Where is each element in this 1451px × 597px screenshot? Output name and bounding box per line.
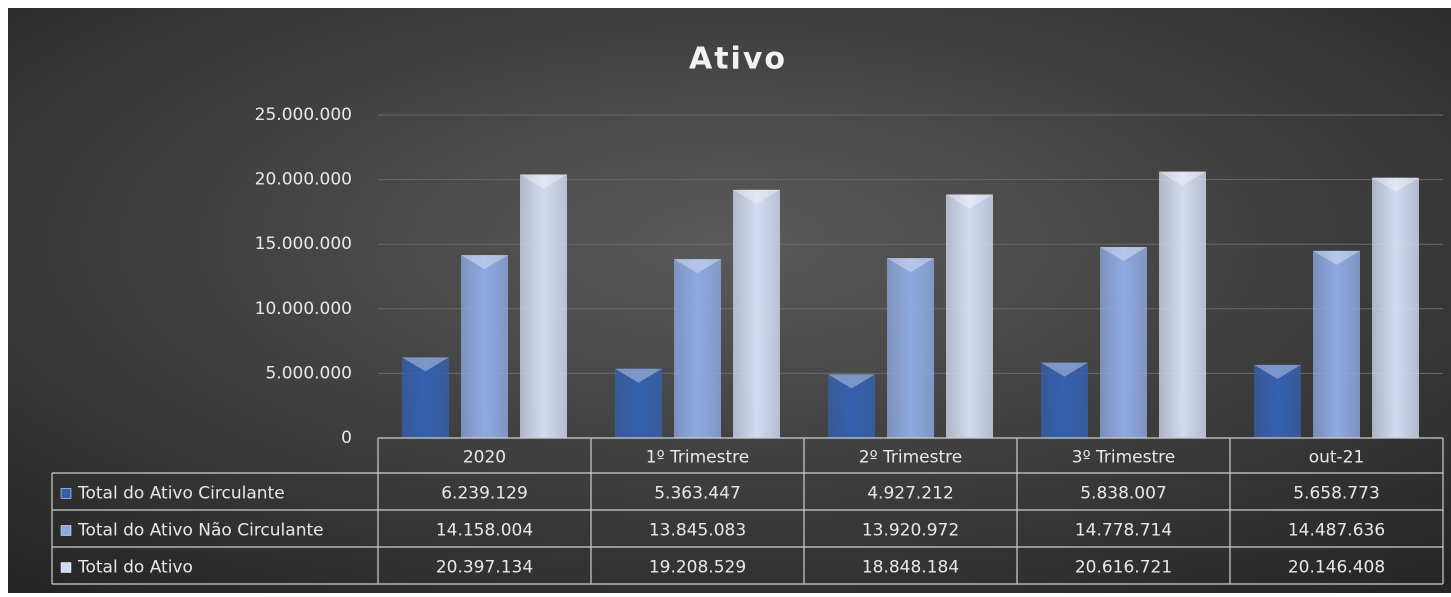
bar-bevel	[733, 189, 780, 204]
y-tick-label: 25.000.000	[255, 105, 352, 125]
bar-bevel	[1254, 364, 1301, 379]
bar-bevel	[828, 374, 875, 389]
x-tick-label: 3º Trimestre	[1072, 448, 1175, 468]
bar	[946, 194, 993, 438]
bar-bevel	[674, 259, 721, 274]
bar-bevel	[1159, 171, 1206, 186]
y-tick-label: 0	[341, 428, 352, 448]
bar-bevel	[1041, 362, 1088, 377]
legend-key	[60, 525, 72, 536]
table-value: 4.927.212	[867, 484, 954, 504]
table-value: 20.146.408	[1288, 558, 1385, 578]
table-value: 14.158.004	[436, 521, 533, 541]
table-value: 14.778.714	[1075, 521, 1172, 541]
bar	[674, 259, 721, 438]
table-value: 19.208.529	[649, 558, 746, 578]
legend-label: Total do Ativo Não Circulante	[77, 521, 324, 541]
bar	[828, 374, 875, 438]
bar	[1041, 362, 1088, 438]
table-value: 20.397.134	[436, 558, 533, 578]
table-value: 18.848.184	[862, 558, 959, 578]
bar	[520, 174, 567, 438]
y-tick-label: 20.000.000	[255, 170, 352, 190]
chart-title: Ativo	[689, 42, 787, 77]
table-value: 5.658.773	[1293, 484, 1380, 504]
bar-bevel	[520, 174, 567, 189]
bar-bevel	[946, 194, 993, 209]
bar-bevel	[1313, 250, 1360, 265]
bar	[461, 255, 508, 438]
bar-bevel	[1100, 247, 1147, 262]
table-value: 14.487.636	[1288, 521, 1385, 541]
table-value: 6.239.129	[441, 484, 528, 504]
x-tick-label: out-21	[1309, 448, 1365, 468]
y-tick-label: 10.000.000	[255, 299, 352, 319]
bar	[1254, 364, 1301, 438]
bar	[1313, 250, 1360, 438]
bar	[887, 258, 934, 438]
bar	[402, 357, 449, 438]
x-tick-label: 2º Trimestre	[859, 448, 962, 468]
bar-bevel	[615, 368, 662, 383]
bar	[1100, 247, 1147, 438]
table-value: 5.838.007	[1080, 484, 1167, 504]
bar-bevel	[1372, 177, 1419, 192]
bar-bevel	[402, 357, 449, 372]
legend-key	[60, 562, 72, 573]
chart-background	[8, 8, 1451, 593]
legend-label: Total do Ativo	[77, 558, 193, 578]
bar	[1372, 177, 1419, 438]
table-value: 13.845.083	[649, 521, 746, 541]
bar	[1159, 171, 1206, 438]
table-value: 20.616.721	[1075, 558, 1172, 578]
bar	[733, 189, 780, 438]
bar	[615, 368, 662, 438]
legend-key	[60, 488, 72, 499]
bar-bevel	[461, 255, 508, 270]
table-value: 13.920.972	[862, 521, 959, 541]
legend-label: Total do Ativo Circulante	[77, 484, 285, 504]
bar-bevel	[887, 258, 934, 273]
y-tick-label: 5.000.000	[265, 363, 352, 383]
y-tick-label: 15.000.000	[255, 234, 352, 254]
table-value: 5.363.447	[654, 484, 741, 504]
x-tick-label: 2020	[463, 448, 506, 468]
x-tick-label: 1º Trimestre	[646, 448, 749, 468]
